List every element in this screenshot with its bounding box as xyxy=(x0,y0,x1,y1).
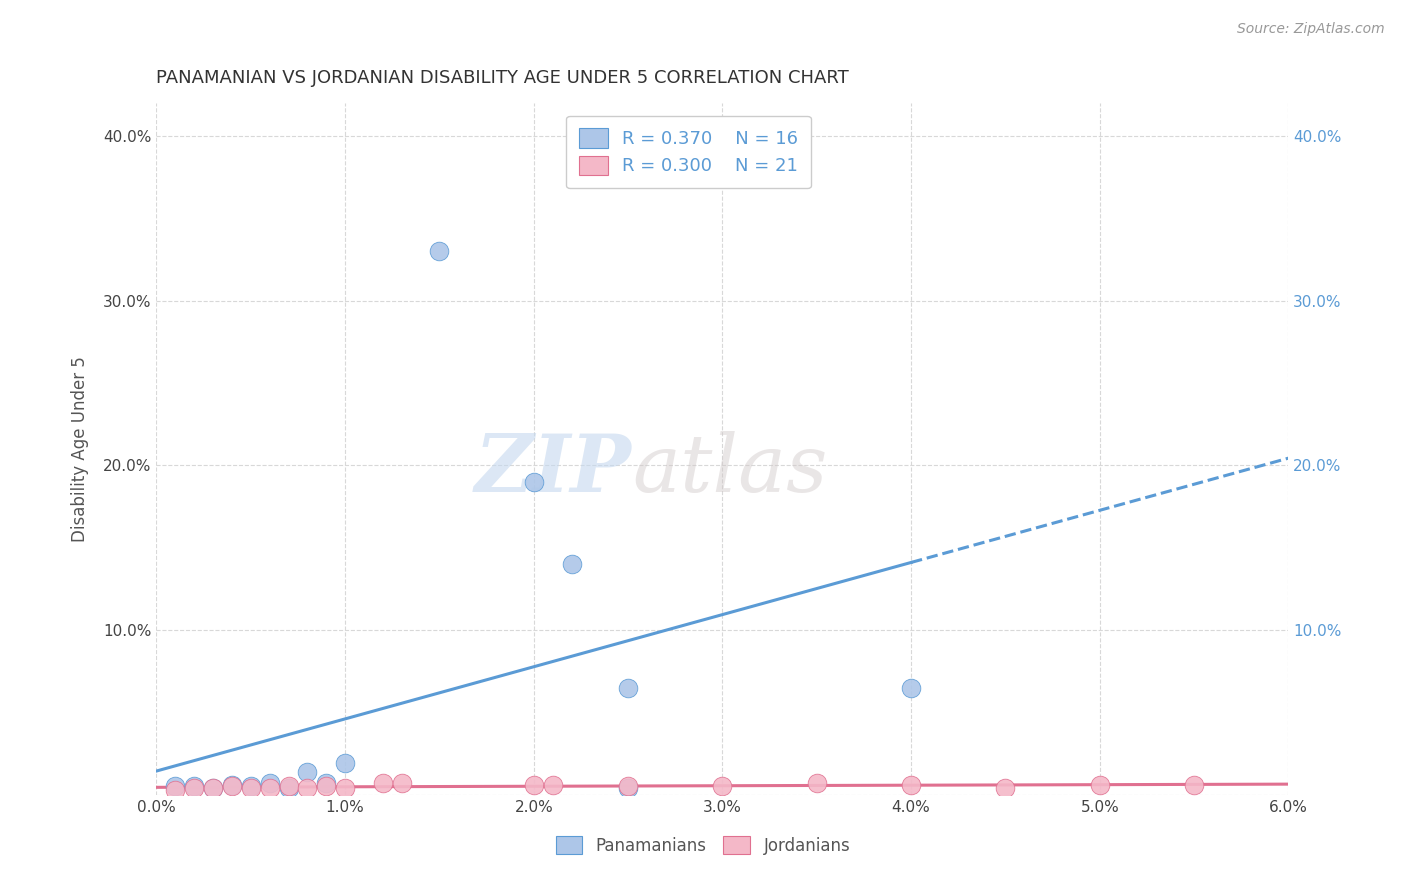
Point xyxy=(541,778,564,792)
Text: Source: ZipAtlas.com: Source: ZipAtlas.com xyxy=(1237,22,1385,37)
Point xyxy=(900,778,922,792)
Point xyxy=(259,776,281,790)
Legend: Panamanians, Jordanians: Panamanians, Jordanians xyxy=(550,830,856,862)
Point xyxy=(221,780,243,794)
Point xyxy=(371,776,394,790)
Point xyxy=(297,764,319,779)
Point xyxy=(900,681,922,695)
Point xyxy=(165,780,187,794)
Point xyxy=(523,475,546,489)
Point xyxy=(560,558,582,572)
Point xyxy=(806,776,828,790)
Point xyxy=(333,781,356,796)
Point xyxy=(333,756,356,771)
Point xyxy=(259,781,281,796)
Point xyxy=(315,780,337,794)
Legend: R = 0.370    N = 16, R = 0.300    N = 21: R = 0.370 N = 16, R = 0.300 N = 21 xyxy=(567,116,811,188)
Point xyxy=(165,782,187,797)
Point xyxy=(617,781,640,796)
Point xyxy=(315,776,337,790)
Point xyxy=(277,781,299,796)
Point xyxy=(183,781,205,796)
Point xyxy=(202,781,225,796)
Point xyxy=(711,780,734,794)
Point xyxy=(297,781,319,796)
Point xyxy=(617,681,640,695)
Text: ZIP: ZIP xyxy=(475,431,631,508)
Point xyxy=(994,781,1017,796)
Point xyxy=(239,781,262,796)
Point xyxy=(239,780,262,794)
Point xyxy=(523,778,546,792)
Point xyxy=(391,776,413,790)
Point xyxy=(429,244,451,259)
Point xyxy=(1088,778,1111,792)
Point xyxy=(277,780,299,794)
Text: PANAMANIAN VS JORDANIAN DISABILITY AGE UNDER 5 CORRELATION CHART: PANAMANIAN VS JORDANIAN DISABILITY AGE U… xyxy=(156,69,849,87)
Point xyxy=(202,781,225,796)
Point xyxy=(221,778,243,792)
Point xyxy=(1182,778,1205,792)
Point xyxy=(183,780,205,794)
Y-axis label: Disability Age Under 5: Disability Age Under 5 xyxy=(72,356,89,542)
Point xyxy=(617,780,640,794)
Text: atlas: atlas xyxy=(631,431,827,508)
